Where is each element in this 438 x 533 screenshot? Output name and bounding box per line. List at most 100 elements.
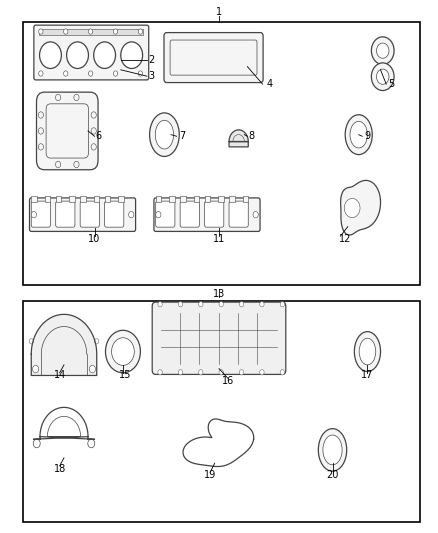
Circle shape — [158, 302, 162, 307]
Circle shape — [67, 42, 88, 68]
Circle shape — [88, 29, 93, 34]
Bar — [80, 196, 86, 202]
Bar — [118, 196, 124, 202]
Circle shape — [56, 94, 61, 101]
FancyBboxPatch shape — [180, 201, 199, 227]
Bar — [56, 196, 61, 202]
Text: 9: 9 — [364, 131, 371, 141]
Circle shape — [121, 42, 143, 68]
Text: 10: 10 — [88, 234, 101, 244]
Text: 20: 20 — [326, 470, 339, 480]
Bar — [94, 196, 99, 202]
Circle shape — [377, 43, 389, 58]
Ellipse shape — [323, 435, 342, 465]
Bar — [22, 22, 420, 285]
Text: 7: 7 — [179, 131, 185, 141]
Circle shape — [39, 29, 43, 34]
Circle shape — [56, 161, 61, 167]
Bar — [105, 196, 110, 202]
Polygon shape — [229, 130, 248, 147]
Circle shape — [38, 128, 43, 134]
Text: 13: 13 — [213, 289, 225, 299]
Text: 11: 11 — [213, 234, 225, 244]
FancyBboxPatch shape — [164, 33, 263, 83]
Text: 1: 1 — [216, 7, 222, 18]
Circle shape — [155, 212, 161, 218]
Circle shape — [39, 71, 43, 76]
Circle shape — [260, 302, 264, 307]
Text: 16: 16 — [222, 376, 234, 386]
Text: 17: 17 — [361, 370, 374, 381]
Circle shape — [95, 338, 99, 344]
Circle shape — [29, 338, 33, 344]
Circle shape — [240, 369, 244, 375]
Circle shape — [280, 369, 285, 375]
Circle shape — [138, 29, 143, 34]
Text: 5: 5 — [389, 79, 395, 89]
Circle shape — [94, 42, 116, 68]
Circle shape — [198, 302, 203, 307]
Text: 6: 6 — [96, 131, 102, 141]
Bar — [39, 29, 144, 35]
FancyBboxPatch shape — [154, 198, 260, 231]
Text: 14: 14 — [53, 370, 66, 381]
Bar — [69, 196, 75, 202]
Circle shape — [371, 37, 394, 64]
FancyBboxPatch shape — [56, 201, 75, 227]
Circle shape — [112, 338, 134, 366]
Text: 15: 15 — [119, 370, 131, 381]
Circle shape — [64, 29, 68, 34]
Circle shape — [198, 369, 203, 375]
Bar — [22, 301, 420, 522]
Circle shape — [64, 71, 68, 76]
Circle shape — [91, 112, 96, 118]
Circle shape — [38, 144, 43, 150]
Text: 2: 2 — [148, 55, 155, 65]
FancyBboxPatch shape — [80, 201, 99, 227]
Ellipse shape — [359, 338, 376, 365]
Ellipse shape — [345, 115, 372, 155]
FancyBboxPatch shape — [205, 201, 224, 227]
Circle shape — [88, 439, 95, 448]
Circle shape — [260, 369, 264, 375]
Bar — [229, 196, 235, 202]
Ellipse shape — [354, 332, 381, 372]
Bar — [31, 196, 37, 202]
Ellipse shape — [155, 120, 173, 149]
Circle shape — [178, 302, 183, 307]
Text: 8: 8 — [249, 131, 255, 141]
Circle shape — [113, 71, 118, 76]
Circle shape — [89, 366, 95, 373]
FancyBboxPatch shape — [36, 92, 98, 169]
Polygon shape — [341, 180, 381, 235]
Circle shape — [280, 302, 285, 307]
Circle shape — [219, 302, 223, 307]
Circle shape — [240, 302, 244, 307]
Circle shape — [91, 128, 96, 134]
Circle shape — [106, 330, 141, 373]
Bar — [218, 196, 224, 202]
Bar — [194, 196, 199, 202]
FancyBboxPatch shape — [105, 201, 124, 227]
FancyBboxPatch shape — [34, 25, 149, 80]
Circle shape — [371, 63, 394, 91]
Circle shape — [377, 69, 389, 84]
Text: 3: 3 — [148, 71, 154, 81]
Polygon shape — [31, 314, 97, 375]
Circle shape — [158, 369, 162, 375]
Circle shape — [219, 369, 223, 375]
FancyBboxPatch shape — [31, 201, 50, 227]
FancyBboxPatch shape — [155, 201, 175, 227]
Bar — [45, 196, 50, 202]
Bar — [169, 196, 175, 202]
Circle shape — [38, 112, 43, 118]
Polygon shape — [344, 198, 360, 217]
Circle shape — [32, 366, 39, 373]
Text: 12: 12 — [339, 234, 352, 244]
Text: 18: 18 — [53, 464, 66, 473]
Ellipse shape — [150, 113, 179, 157]
Bar — [243, 196, 248, 202]
Bar — [180, 196, 186, 202]
Text: 19: 19 — [204, 470, 216, 480]
FancyBboxPatch shape — [29, 198, 136, 231]
